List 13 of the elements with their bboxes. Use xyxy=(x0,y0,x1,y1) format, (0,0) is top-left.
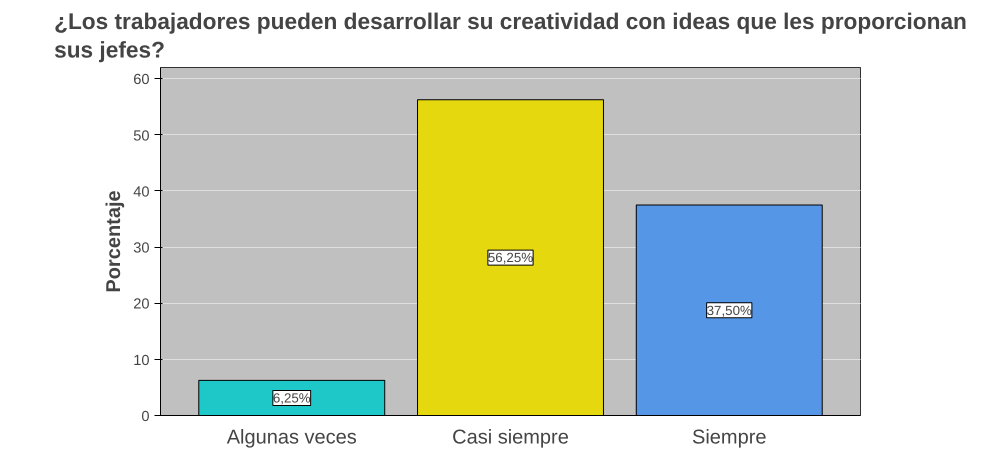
y-tick-label: 60 xyxy=(133,72,150,88)
x-tick-label: Siempre xyxy=(692,426,766,448)
y-tick-label: 20 xyxy=(133,296,150,313)
chart-title: ¿Los trabajadores pueden desarrollar su creatividad con ideas que les proporcionan sus jefes? xyxy=(54,8,967,62)
y-tick-label: 10 xyxy=(133,352,150,369)
data-label: 37,50% xyxy=(706,302,752,318)
y-tick-label: 50 xyxy=(133,128,150,144)
x-tick-label: Casi siempre xyxy=(452,426,569,448)
x-tick-label: Algunas veces xyxy=(226,426,357,448)
y-axis-title: Porcentaje xyxy=(103,190,126,293)
y-tick-label: 0 xyxy=(141,409,150,425)
y-tick-label: 30 xyxy=(133,240,150,257)
y-tick-label: 40 xyxy=(133,184,150,200)
